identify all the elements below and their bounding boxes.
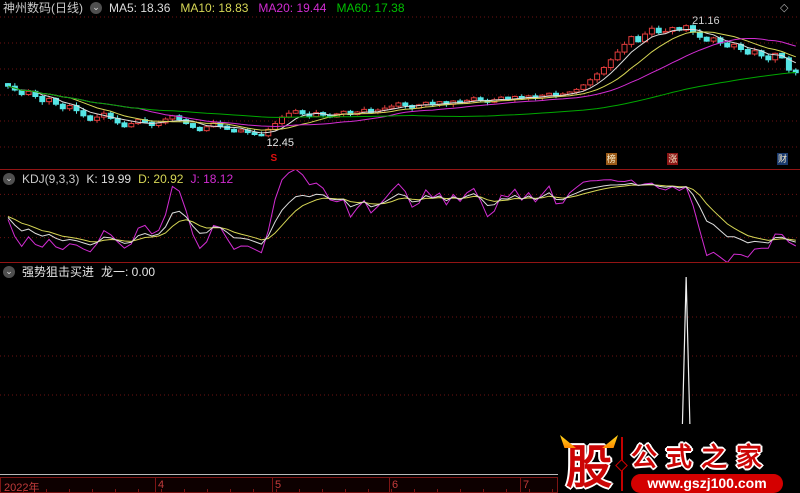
kdj-indicator-chart[interactable]: [0, 170, 800, 262]
chevron-down-icon[interactable]: ⌄: [90, 2, 102, 14]
news-badge[interactable]: 涨: [667, 153, 679, 165]
year-label: 2022年: [4, 482, 40, 493]
news-badge[interactable]: 榜: [605, 153, 617, 165]
kdj-panel-header: ⌄ KDJ(9,3,3) K: 19.99 D: 20.92 J: 18.12: [3, 172, 233, 186]
d-value-label: D: 20.92: [138, 172, 184, 186]
news-badge[interactable]: 财: [777, 153, 789, 165]
main-panel-header: 神州数码(日线) ⌄ MA5: 18.36 MA10: 18.83 MA20: 19…: [3, 1, 415, 15]
k-value-label: K: 19.99: [86, 172, 132, 186]
axis-month-label: 5: [275, 479, 282, 491]
logo-diamond-icon: [615, 459, 628, 472]
ma-label: MA20: 19.44: [258, 1, 327, 15]
chevron-down-icon[interactable]: ⌄: [3, 266, 15, 278]
ma-label: MA5: 18.36: [109, 1, 171, 15]
pane-bottom-line: [0, 474, 558, 475]
j-value-label: J: 18.12: [190, 172, 234, 186]
corner-diamond-icon[interactable]: ◇: [780, 2, 789, 14]
logo-separator: [615, 437, 628, 491]
logo-right-column: 公式之家 www.gszj100.com: [631, 443, 783, 493]
axis-month-label: 6: [392, 479, 399, 491]
high-price-label: 21.16: [692, 15, 720, 27]
logo-site-url[interactable]: www.gszj100.com: [631, 474, 783, 493]
signal-value-label: 龙一: 0.00: [101, 265, 156, 279]
low-price-label: 12.45: [266, 137, 294, 150]
axis-ticks: [1, 489, 557, 492]
instrument-title: 神州数码(日线): [3, 1, 83, 15]
ma-label: MA60: 17.38: [336, 1, 405, 15]
gszj-logo: 股 公式之家 www.gszj100.com: [558, 424, 800, 493]
axis-month-divider: [389, 478, 390, 492]
axis-month-divider: [155, 478, 156, 492]
axis-month-divider: [520, 478, 521, 492]
signal-panel-header: ⌄ 强势狙击买进 龙一: 0.00: [3, 265, 155, 279]
kdj-title: KDJ(9,3,3): [22, 172, 80, 186]
ma-value-labels: MA5: 18.36 MA10: 18.83 MA20: 19.44 MA60: 17…: [109, 1, 415, 15]
axis-month-label: 7: [523, 479, 530, 491]
ma-label: MA10: 18.83: [180, 1, 249, 15]
pane-divider-1: [0, 169, 800, 170]
chevron-down-icon[interactable]: ⌄: [3, 173, 15, 185]
axis-month-label: 4: [158, 479, 165, 491]
date-axis[interactable]: 2022年 4 5 6 7: [0, 477, 558, 493]
axis-month-divider: [272, 478, 273, 492]
signal-title: 强势狙击买进: [22, 265, 95, 279]
main-candlestick-chart[interactable]: [0, 0, 800, 169]
pane-divider-2: [0, 262, 800, 263]
sell-signal-marker: S: [270, 153, 278, 164]
logo-stock-character: 股: [560, 435, 618, 493]
logo-site-name: 公式之家: [631, 442, 772, 472]
